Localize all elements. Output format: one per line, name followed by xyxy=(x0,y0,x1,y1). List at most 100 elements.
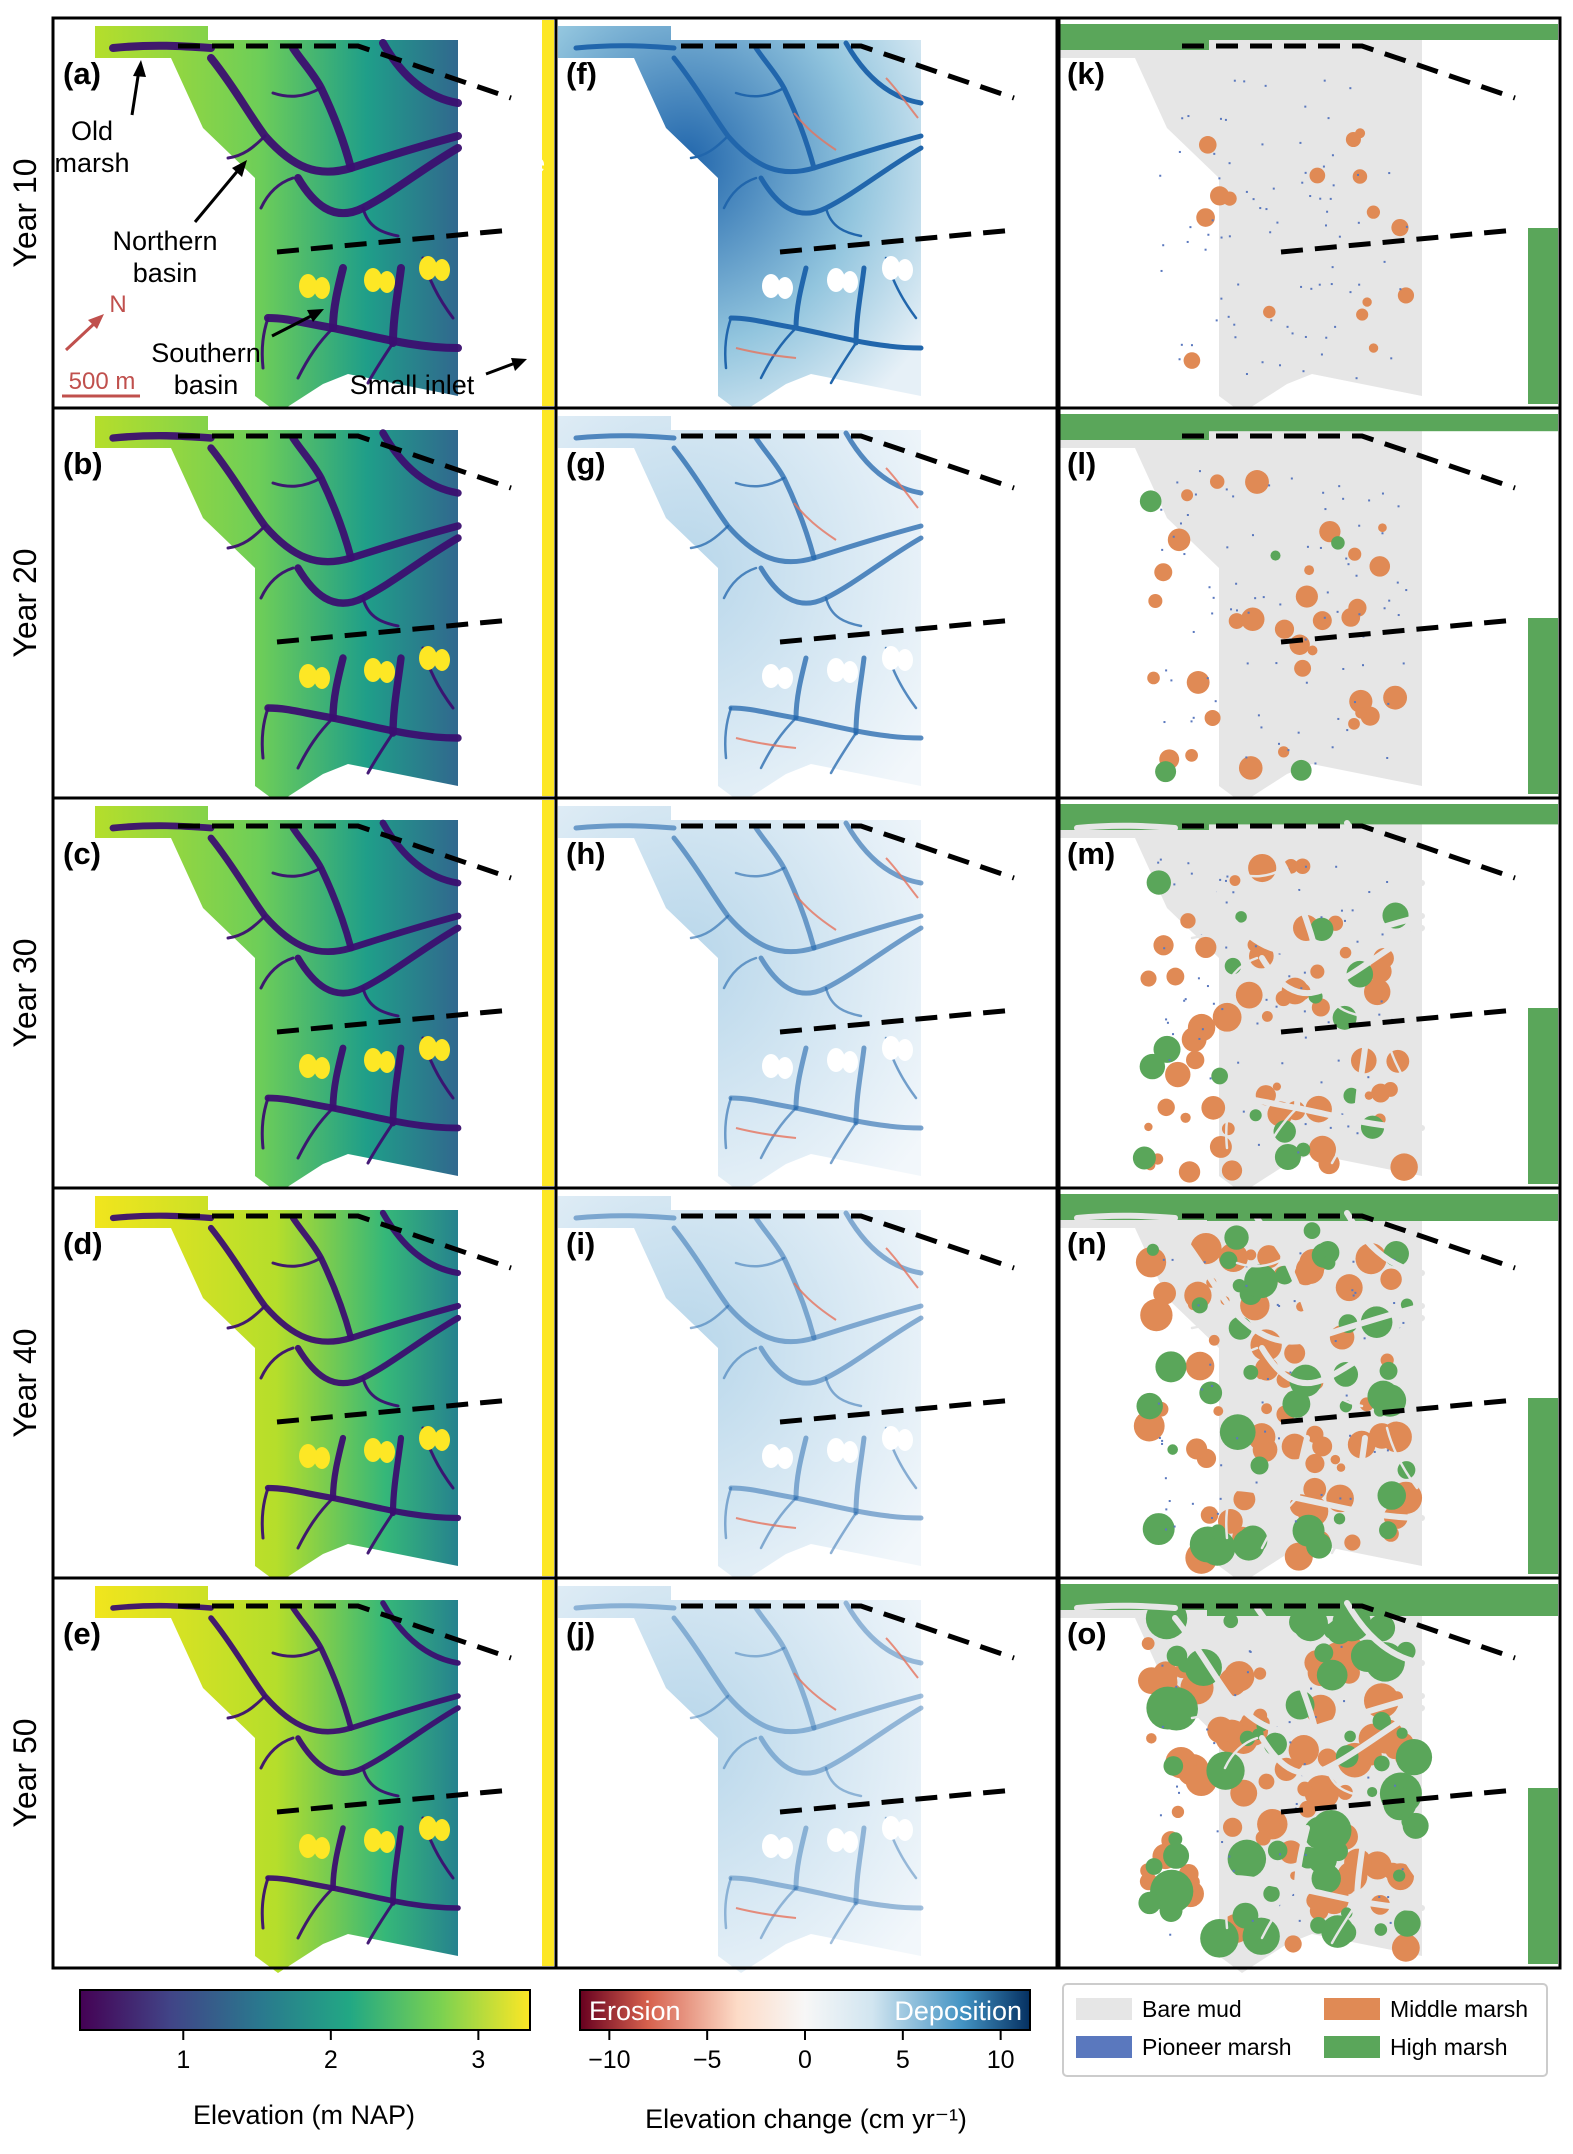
pioneer-marsh-pixel xyxy=(1176,1785,1179,1788)
right-marsh-strip xyxy=(1528,1008,1558,1184)
high-marsh-patch xyxy=(1235,911,1247,923)
pioneer-marsh-pixel xyxy=(1214,700,1217,703)
pioneer-marsh-pixel xyxy=(1210,1517,1213,1520)
middle-marsh-patch xyxy=(1310,1789,1331,1810)
middle-marsh-patch xyxy=(1297,1781,1313,1797)
high-marsh-patch xyxy=(1219,1251,1238,1270)
pioneer-marsh-pixel xyxy=(1191,1502,1194,1505)
tidal-channel xyxy=(207,834,462,956)
pioneer-marsh-pixel xyxy=(1161,1725,1164,1728)
middle-marsh-patch xyxy=(1185,749,1198,762)
pioneer-marsh-pixel xyxy=(1299,141,1302,144)
pioneer-marsh-pixel xyxy=(1209,1077,1212,1080)
pioneer-marsh-pixel xyxy=(1210,1385,1213,1388)
pioneer-marsh-pixel xyxy=(1279,603,1282,606)
annot-southern-basin-1: Southern xyxy=(151,338,261,368)
pioneer-marsh-pixel xyxy=(1219,878,1222,881)
middle-marsh-patch xyxy=(1299,1800,1316,1818)
pioneer-marsh-pixel xyxy=(1172,1033,1175,1036)
pioneer-marsh-pixel xyxy=(1161,1439,1164,1442)
pioneer-marsh-pixel xyxy=(1357,221,1360,224)
tidal-creek xyxy=(361,1766,400,1798)
pioneer-marsh-pixel xyxy=(1342,497,1345,500)
tidal-creek xyxy=(366,731,395,775)
high-marsh-patch xyxy=(1321,1255,1336,1270)
right-marsh-strip xyxy=(1528,618,1558,794)
pioneer-marsh-pixel xyxy=(1259,207,1262,210)
tidal-channel xyxy=(728,315,924,351)
dike-edge xyxy=(542,410,554,796)
middle-marsh-patch xyxy=(1364,978,1391,1006)
middle-marsh-patch xyxy=(1307,645,1318,656)
middle-marsh-patch xyxy=(1154,563,1173,582)
tidal-creek xyxy=(259,566,295,600)
pioneer-marsh-pixel xyxy=(1261,1401,1264,1404)
tidal-channel xyxy=(264,1094,462,1132)
high-marsh-patch xyxy=(1166,1645,1188,1667)
high-marsh-patch xyxy=(1224,957,1242,975)
pioneer-marsh-pixel xyxy=(1324,508,1327,511)
middle-marsh-patch xyxy=(1196,208,1215,227)
tidal-channel xyxy=(389,1434,405,1517)
tidal-channel xyxy=(573,1213,677,1221)
panel-label: (f) xyxy=(566,56,597,91)
erosion-streak xyxy=(735,1907,797,1919)
pioneer-marsh-pixel xyxy=(1236,1437,1239,1440)
pioneer-marsh-pixel xyxy=(1181,117,1184,120)
tidal-creek xyxy=(734,86,786,98)
panel-elevation xyxy=(53,798,556,1193)
tidal-channel xyxy=(264,314,462,352)
high-marsh-patch xyxy=(1290,759,1312,781)
pioneer-marsh-pixel xyxy=(1216,1512,1219,1515)
pioneer-marsh-pixel xyxy=(1335,865,1338,868)
pioneer-marsh-pixel xyxy=(1336,610,1339,613)
middle-marsh-patch xyxy=(1253,1667,1267,1680)
tidal-channel xyxy=(1074,1212,1178,1221)
tidal-creek xyxy=(689,134,730,160)
tidal-channel xyxy=(1229,1485,1425,1521)
middle-marsh-patch xyxy=(1312,611,1332,631)
middle-marsh-patch xyxy=(1330,1454,1341,1465)
middle-marsh-patch xyxy=(1304,565,1315,576)
pioneer-marsh-pixel xyxy=(1353,701,1356,704)
tidal-creek xyxy=(1260,1886,1299,1940)
high-marsh-patch xyxy=(1328,1841,1348,1862)
tidal-creek xyxy=(1223,956,1259,990)
pioneer-marsh-pixel xyxy=(1248,1650,1251,1653)
panel-vegetation xyxy=(1057,18,1560,413)
colorbar-change-tick-label: 10 xyxy=(987,2046,1015,2074)
pioneer-marsh-pixel xyxy=(1251,1919,1254,1922)
pioneer-marsh-pixel xyxy=(1257,1143,1260,1146)
upper-marsh-strip xyxy=(1207,1584,1558,1616)
middle-marsh-patch xyxy=(1364,1091,1374,1100)
panel-label: (d) xyxy=(63,1226,103,1261)
pioneer-marsh-pixel xyxy=(1339,1497,1342,1500)
tidal-creek xyxy=(296,1106,335,1160)
tidal-creek xyxy=(361,596,400,628)
basin-boundary-line xyxy=(1280,1787,1516,1815)
middle-marsh-patch xyxy=(1272,1082,1282,1091)
pioneer-marsh-pixel xyxy=(1211,219,1214,222)
pioneer-marsh-pixel xyxy=(1393,1258,1396,1261)
tidal-creek xyxy=(296,326,335,380)
pioneer-marsh-pixel xyxy=(1159,858,1162,861)
marsh-channels xyxy=(1074,1600,1425,1945)
pond xyxy=(434,1039,450,1061)
middle-marsh-patch xyxy=(1335,1274,1363,1302)
panel-label: (n) xyxy=(1067,1226,1107,1261)
pioneer-marsh-pixel xyxy=(1165,669,1168,672)
pioneer-marsh-pixel xyxy=(1357,173,1360,176)
pioneer-marsh-pixel xyxy=(1334,325,1337,328)
middle-marsh-patch xyxy=(1167,528,1191,552)
middle-marsh-patch xyxy=(1284,1935,1302,1953)
high-marsh-patch xyxy=(1367,1786,1378,1798)
annot-small-inlet: Small inlet xyxy=(350,370,475,400)
tidal-channel xyxy=(1172,1615,1425,1735)
pond xyxy=(762,274,780,298)
high-marsh-patch xyxy=(1379,1521,1397,1540)
basin-boundary-line xyxy=(276,1787,512,1815)
pioneer-marsh-pixel xyxy=(1304,1036,1307,1039)
erosion-streak xyxy=(735,347,797,359)
middle-marsh-patch xyxy=(1208,1334,1220,1346)
pioneer-marsh-pixel xyxy=(1219,1497,1222,1500)
